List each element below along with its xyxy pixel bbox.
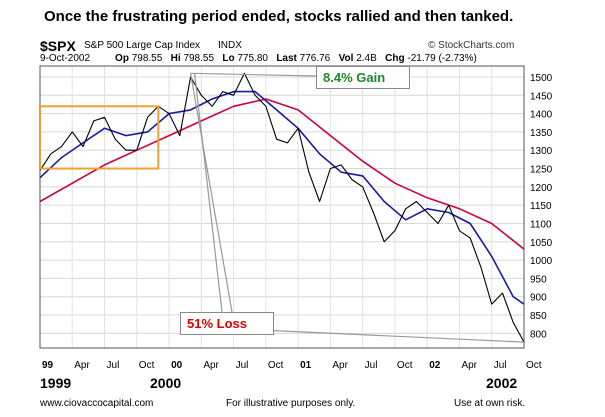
quote-hi: 798.55 <box>183 53 215 64</box>
x-tick-label: Jul <box>107 360 120 371</box>
gain-callout: 8.4% Gain <box>316 66 410 89</box>
chart-credit: © StockCharts.com <box>428 40 515 51</box>
gain-pointer <box>190 72 317 77</box>
x-tick-label: Oct <box>526 360 542 371</box>
x-tick-label: Apr <box>461 360 477 371</box>
ticker-symbol: $SPX <box>40 38 76 54</box>
chart-series <box>39 72 525 343</box>
y-tick-label: 1250 <box>530 165 553 176</box>
y-tick-label: 1300 <box>530 146 553 157</box>
quote-hi-label: Hi <box>170 53 181 64</box>
chart-grid <box>39 66 525 348</box>
x-tick-label: Apr <box>74 360 90 371</box>
exchange-label: INDX <box>218 40 242 51</box>
x-tick-label: Apr <box>203 360 219 371</box>
y-tick-label: 950 <box>530 274 547 285</box>
year-label-1999: 1999 <box>40 375 71 391</box>
y-tick-label: 1050 <box>530 238 553 249</box>
loss-pointer-right <box>193 73 223 313</box>
y-tick-label: 1150 <box>530 201 552 212</box>
x-tick-label: Apr <box>332 360 348 371</box>
y-tick-label: 1350 <box>530 128 553 139</box>
headline: Once the frustrating period ended, stock… <box>44 8 514 25</box>
x-tick-label: Oct <box>139 360 155 371</box>
series-line-price <box>39 72 525 343</box>
quote-op: 798.55 <box>131 53 163 64</box>
y-tick-label: 1400 <box>530 110 553 121</box>
quote-chg-label: Chg <box>385 53 405 64</box>
quote-lo: 775.80 <box>237 53 268 64</box>
footer-disclaimer: For illustrative purposes only. <box>226 398 356 409</box>
plot-frame <box>39 65 525 349</box>
year-label-2000: 2000 <box>150 375 181 391</box>
footer-risk-note: Use at own risk. <box>454 398 526 409</box>
y-tick-label: 1200 <box>530 183 553 194</box>
index-name: S&P 500 Large Cap Index <box>84 40 201 51</box>
y-tick-label: 1500 <box>530 73 553 84</box>
year-label-2002: 2002 <box>486 375 517 391</box>
y-tick-label: 900 <box>530 293 547 304</box>
y-axis: 800 850 900 950 1000 1050 1100 1150 1200 1250 1300… <box>530 73 553 340</box>
y-tick-label: 800 <box>530 329 547 340</box>
loss-pointer-left <box>189 73 233 313</box>
quote-lo-label: Lo <box>222 53 235 64</box>
x-tick-label: Oct <box>397 360 413 371</box>
y-tick-label: 850 <box>530 311 547 322</box>
x-tick-label: 99 <box>42 360 54 371</box>
loss-callout: 51% Loss <box>180 312 274 335</box>
quote-last-label: Last <box>276 53 297 64</box>
x-tick-label: Oct <box>268 360 284 371</box>
x-axis: 99 Apr Jul Oct 00 Apr Jul Oct 01 Apr Jul Oct 02 Apr Ju… <box>42 360 542 371</box>
range-box <box>39 105 160 170</box>
quote-chg: -21.79 (-2.73%) <box>407 53 477 64</box>
x-tick-label: Jul <box>365 360 378 371</box>
quote-last: 776.76 <box>299 53 331 64</box>
x-tick-label: 00 <box>171 360 183 371</box>
x-tick-label: 02 <box>429 360 441 371</box>
x-tick-label: Jul <box>494 360 507 371</box>
series-line-ma-short <box>39 90 525 305</box>
chart-overlays <box>39 72 525 343</box>
y-tick-label: 1100 <box>530 219 552 230</box>
footer-website: www.ciovaccocapital.com <box>40 398 154 409</box>
quote-line: 9-Oct-2002 Op 798.55 Hi 798.55 Lo 775.80… <box>40 53 477 64</box>
loss-pointer-bottom <box>259 329 525 343</box>
quote-date: 9-Oct-2002 <box>40 53 91 64</box>
y-tick-label: 1450 <box>530 91 553 102</box>
series-line-ma-long <box>39 98 525 250</box>
quote-op-label: Op <box>115 53 129 64</box>
x-tick-label: Jul <box>236 360 249 371</box>
quote-vol: 2.4B <box>356 53 377 64</box>
quote-vol-label: Vol <box>338 53 354 64</box>
x-tick-label: 01 <box>300 360 312 371</box>
y-tick-label: 1000 <box>530 256 553 267</box>
